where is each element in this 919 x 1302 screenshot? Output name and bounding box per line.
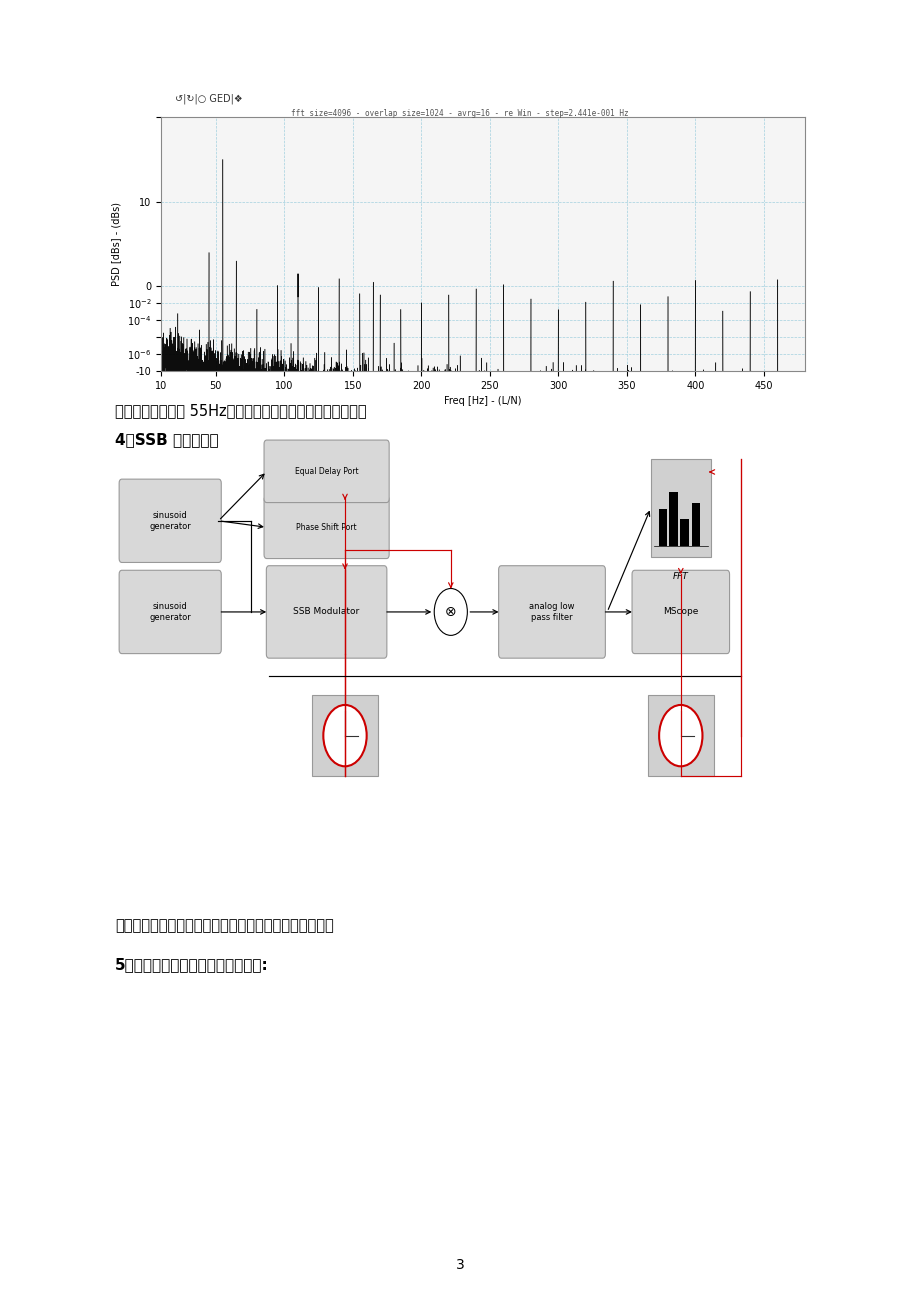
Circle shape <box>323 704 367 767</box>
FancyBboxPatch shape <box>631 570 729 654</box>
Text: 4、SSB 解调框图：: 4、SSB 解调框图： <box>115 432 219 448</box>
Y-axis label: PSD [dBs] - (dBs): PSD [dBs] - (dBs) <box>111 202 121 286</box>
FancyBboxPatch shape <box>264 440 389 503</box>
Circle shape <box>658 704 702 767</box>
FancyBboxPatch shape <box>647 695 713 776</box>
Text: 5、原信号与解调出的信号进行对比:: 5、原信号与解调出的信号进行对比: <box>115 957 268 973</box>
Text: analog low
pass filter: analog low pass filter <box>528 603 574 621</box>
Text: fft size=4096 - overlap size=1024 - avrg=16 - re Win - step=2.441e-001 Hz: fft size=4096 - overlap size=1024 - avrg… <box>291 109 628 117</box>
FancyBboxPatch shape <box>264 496 389 559</box>
FancyBboxPatch shape <box>651 460 710 557</box>
Text: 频谱理论上计算为 55Hz，频谱如上图可以看出符合理论值。: 频谱理论上计算为 55Hz，频谱如上图可以看出符合理论值。 <box>115 404 367 419</box>
Bar <box>679 518 687 547</box>
FancyBboxPatch shape <box>267 565 387 658</box>
Text: 采用相关解调，混合信号最后通过低通滤波器完成解调。: 采用相关解调，混合信号最后通过低通滤波器完成解调。 <box>115 918 334 934</box>
FancyBboxPatch shape <box>312 695 378 776</box>
Bar <box>669 492 677 547</box>
Text: ↺|↻|○ GED|❖: ↺|↻|○ GED|❖ <box>175 94 243 104</box>
Bar <box>691 503 699 547</box>
Text: Equal Delay Port: Equal Delay Port <box>294 467 358 475</box>
Bar <box>658 509 666 547</box>
X-axis label: Freq [Hz] - (L/N): Freq [Hz] - (L/N) <box>444 396 521 406</box>
FancyBboxPatch shape <box>119 570 221 654</box>
FancyBboxPatch shape <box>119 479 221 562</box>
Text: ⊗: ⊗ <box>445 605 456 618</box>
FancyBboxPatch shape <box>498 565 605 658</box>
Text: Phase Shift Port: Phase Shift Port <box>296 523 357 531</box>
Text: SSB Modulator: SSB Modulator <box>293 608 359 616</box>
Circle shape <box>434 589 467 635</box>
Text: sinusoid
generator: sinusoid generator <box>149 512 191 530</box>
Text: sinusoid
generator: sinusoid generator <box>149 603 191 621</box>
Text: 3: 3 <box>455 1259 464 1272</box>
Text: FFT: FFT <box>672 573 688 581</box>
Text: MScope: MScope <box>663 608 698 616</box>
